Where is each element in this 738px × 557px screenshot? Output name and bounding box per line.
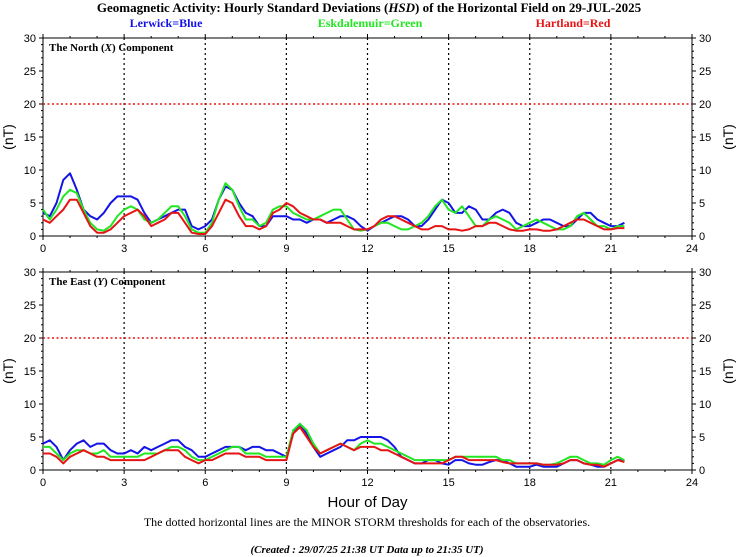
series-line-eskdalemuir <box>42 182 625 234</box>
y-axis-label-left: (nT) <box>0 358 16 384</box>
y-tick-label-left: 15 <box>24 366 36 378</box>
y-axis-label-right: (nT) <box>720 358 736 384</box>
y-tick-label-left: 25 <box>24 300 36 312</box>
legend-hartland: Hartland=Red <box>536 16 611 30</box>
y-tick-label-right: 15 <box>699 366 711 378</box>
y-tick-label-left: 30 <box>24 267 36 279</box>
x-tick-label: 15 <box>443 477 455 489</box>
x-tick-label: 9 <box>283 243 289 255</box>
panel-label: The North (X) Component <box>49 42 174 54</box>
y-tick-label-right: 25 <box>699 66 711 78</box>
y-tick-label-left: 10 <box>24 165 36 177</box>
y-tick-label-right: 25 <box>699 300 711 312</box>
x-tick-label: 0 <box>40 243 46 255</box>
y-tick-label-left: 15 <box>24 132 36 144</box>
threshold-note: The dotted horizontal lines are the MINO… <box>144 515 590 529</box>
legend-lerwick: Lerwick=Blue <box>130 16 204 30</box>
y-tick-label-right: 30 <box>699 33 711 45</box>
y-tick-label-left: 0 <box>30 231 36 243</box>
x-tick-label: 9 <box>283 477 289 489</box>
y-tick-label-right: 15 <box>699 132 711 144</box>
x-axis-label: Hour of Day <box>327 494 408 511</box>
y-tick-label-right: 0 <box>699 231 705 243</box>
y-tick-label-right: 10 <box>699 165 711 177</box>
x-tick-label: 3 <box>121 477 127 489</box>
y-tick-label-right: 5 <box>699 198 705 210</box>
x-tick-label: 0 <box>40 477 46 489</box>
y-tick-label-right: 5 <box>699 432 705 444</box>
y-tick-label-left: 25 <box>24 66 36 78</box>
x-tick-label: 6 <box>202 477 208 489</box>
y-tick-label-left: 30 <box>24 33 36 45</box>
x-tick-label: 6 <box>202 243 208 255</box>
x-tick-label: 3 <box>121 243 127 255</box>
y-tick-label-left: 20 <box>24 99 36 111</box>
legend-eskdalemuir: Eskdalemuir=Green <box>318 16 423 30</box>
y-axis-label-left: (nT) <box>0 124 16 150</box>
x-tick-label: 21 <box>605 477 617 489</box>
y-tick-label-left: 5 <box>30 432 36 444</box>
x-tick-label: 12 <box>361 243 373 255</box>
x-tick-label: 18 <box>524 243 536 255</box>
y-tick-label-right: 0 <box>699 465 705 477</box>
y-tick-label-right: 10 <box>699 399 711 411</box>
series-line-lerwick <box>42 172 625 232</box>
series-line-hartland <box>43 426 625 468</box>
y-tick-label-left: 5 <box>30 198 36 210</box>
x-tick-label: 24 <box>686 243 698 255</box>
series-line-hartland <box>42 198 625 235</box>
x-tick-label: 21 <box>605 243 617 255</box>
y-tick-label-right: 30 <box>699 267 711 279</box>
y-tick-label-right: 20 <box>699 99 711 111</box>
x-tick-label: 15 <box>443 243 455 255</box>
series-line-eskdalemuir <box>43 422 625 466</box>
x-tick-label: 12 <box>361 477 373 489</box>
created-stamp: (Created : 29/07/25 21:38 UT Data up to … <box>250 544 483 556</box>
x-tick-label: 18 <box>524 477 536 489</box>
y-tick-label-left: 20 <box>24 333 36 345</box>
y-tick-label-left: 10 <box>24 399 36 411</box>
chart-title: Geomagnetic Activity: Hourly Standard De… <box>97 0 642 15</box>
y-tick-label-right: 20 <box>699 333 711 345</box>
panel-label: The East (Y) Component <box>49 276 166 288</box>
y-tick-label-left: 0 <box>30 465 36 477</box>
y-axis-label-right: (nT) <box>720 124 736 150</box>
x-tick-label: 24 <box>686 477 698 489</box>
series-line-lerwick <box>42 422 625 468</box>
